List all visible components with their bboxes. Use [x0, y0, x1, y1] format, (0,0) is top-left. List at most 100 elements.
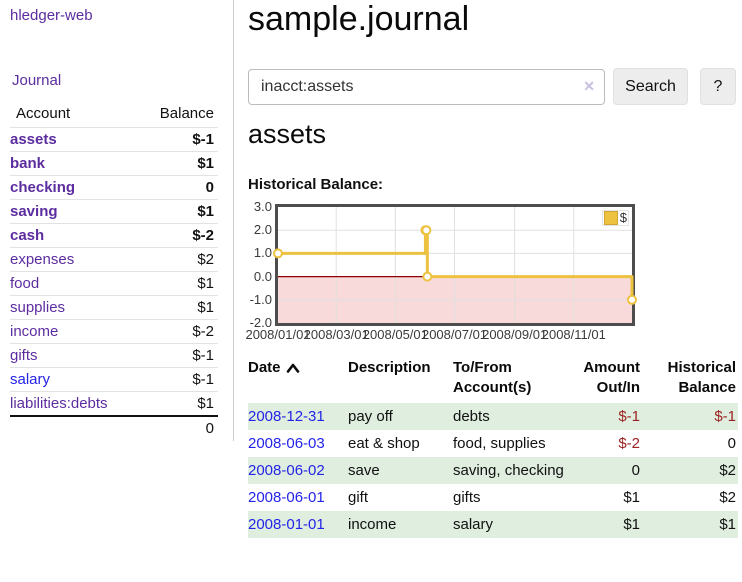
- account-row: liabilities:debts $1: [10, 391, 218, 416]
- account-row: supplies $1: [10, 295, 218, 320]
- transaction-description-cell: income: [348, 516, 397, 533]
- legend-label: $: [619, 210, 627, 225]
- account-link[interactable]: expenses: [10, 251, 75, 268]
- sidebar-item-journal[interactable]: Journal: [12, 72, 62, 89]
- y-axis-tick: -2.0: [249, 315, 272, 330]
- account-heading: assets: [248, 119, 327, 149]
- transaction-balance-cell: 0: [727, 435, 736, 452]
- chart-plot: $: [273, 204, 637, 326]
- account-row: checking 0: [10, 175, 218, 200]
- date-header-label: Date: [248, 359, 281, 376]
- accounts-table-body: assets $-1 bank $1 checking 0 saving $1 cash $-2 e…: [10, 127, 218, 416]
- account-balance: $-2: [135, 319, 218, 344]
- transactions-table-body: 2008-12-31 pay off debts $-1 $-1 2008-06-03 ea…: [248, 403, 738, 538]
- account-link[interactable]: checking: [10, 179, 76, 196]
- account-balance: $-1: [135, 127, 218, 152]
- transaction-description-cell: pay off: [348, 408, 393, 425]
- transaction-date-link[interactable]: 2008-06-02: [248, 462, 325, 479]
- account-row: saving $1: [10, 199, 218, 224]
- transaction-row: 2008-12-31 pay off debts $-1 $-1: [248, 403, 738, 430]
- column-header-amount[interactable]: Amount Out/In: [583, 359, 640, 396]
- transaction-row: 2008-06-01 gift gifts $1 $2: [248, 484, 738, 511]
- sidebar: hledger-web Journal Account Balance asse…: [0, 0, 234, 441]
- sort-ascending-icon: [286, 363, 299, 373]
- transaction-date-cell: 2008-01-01: [248, 511, 348, 538]
- chart-title: Historical Balance:: [248, 176, 384, 193]
- account-link[interactable]: bank: [10, 155, 46, 172]
- x-axis-tick: 2008/03/01: [303, 327, 369, 342]
- chart-plot-svg: [273, 207, 637, 323]
- column-header-description[interactable]: Description: [348, 359, 431, 376]
- account-row: assets $-1: [10, 127, 218, 152]
- account-link[interactable]: cash: [10, 227, 45, 244]
- account-balance: $1: [135, 151, 218, 176]
- x-axis-tick: 2008/05/01: [362, 327, 428, 342]
- brand-link[interactable]: hledger-web: [10, 7, 93, 24]
- transaction-date-link[interactable]: 2008-06-01: [248, 489, 325, 506]
- account-link[interactable]: assets: [10, 131, 57, 148]
- accounts-header-row: Account Balance: [10, 103, 218, 128]
- account-cell: checking: [10, 175, 136, 200]
- account-cell: supplies: [10, 295, 136, 320]
- transaction-accounts-cell: salary: [453, 516, 494, 533]
- search-button[interactable]: Search: [613, 68, 688, 105]
- transaction-description-cell: eat & shop: [348, 435, 420, 452]
- transaction-date-link[interactable]: 2008-01-01: [248, 516, 325, 533]
- y-axis-tick: 1.0: [253, 245, 272, 261]
- transaction-amount-cell: $-2: [618, 435, 640, 452]
- account-link[interactable]: supplies: [10, 299, 66, 316]
- column-header-balance[interactable]: Historical Balance: [667, 359, 736, 396]
- y-axis-tick: -1.0: [249, 291, 272, 307]
- transaction-accounts-cell: gifts: [453, 489, 481, 506]
- transaction-balance-cell: $2: [719, 462, 736, 479]
- clear-search-icon[interactable]: ✕: [583, 78, 595, 94]
- account-link[interactable]: gifts: [10, 347, 38, 364]
- transaction-balance-cell: $-1: [714, 408, 736, 425]
- accounts-table: Account Balance assets $-1 bank $1 checking 0…: [10, 103, 218, 440]
- account-row: food $1: [10, 271, 218, 296]
- y-axis-tick: 2.0: [253, 222, 272, 238]
- account-link[interactable]: salary: [10, 371, 51, 388]
- x-axis-tick: 2008/07/01: [421, 327, 488, 342]
- search-input[interactable]: [248, 69, 605, 105]
- account-link[interactable]: liabilities:debts: [10, 395, 108, 412]
- account-row: bank $1: [10, 151, 218, 176]
- account-balance: $1: [135, 295, 218, 320]
- transaction-date-cell: 2008-12-31: [248, 403, 348, 430]
- account-link[interactable]: saving: [10, 203, 58, 220]
- account-balance: $1: [135, 199, 218, 224]
- account-balance: 0: [135, 175, 218, 200]
- account-cell: liabilities:debts: [10, 391, 136, 416]
- account-row: income $-2: [10, 319, 218, 344]
- transaction-accounts-cell: saving, checking: [453, 462, 564, 479]
- y-axis-tick: 0.0: [253, 268, 272, 284]
- account-cell: food: [10, 271, 136, 296]
- account-cell: assets: [10, 127, 136, 152]
- transaction-date-cell: 2008-06-01: [248, 484, 348, 511]
- account-balance: $-1: [135, 343, 218, 368]
- chart-legend: $: [601, 210, 629, 226]
- transaction-date-link[interactable]: 2008-06-03: [248, 435, 325, 452]
- transactions-table: Date Description To/From Account(s) Amou…: [248, 358, 738, 538]
- help-button[interactable]: ?: [700, 68, 736, 105]
- account-link[interactable]: food: [10, 275, 40, 292]
- transaction-row: 2008-06-02 save saving, checking 0 $2: [248, 457, 738, 484]
- chart-x-labels: 2008/01/01 2008/03/01 2008/05/01 2008/07/01…: [245, 327, 688, 343]
- transaction-row: 2008-01-01 income salary $1 $1: [248, 511, 738, 538]
- account-cell: cash: [10, 223, 136, 248]
- account-link[interactable]: income: [10, 323, 59, 340]
- transaction-balance-cell: $1: [719, 516, 736, 533]
- transaction-amount-cell: $1: [623, 489, 640, 506]
- account-balance: $1: [135, 271, 218, 296]
- transaction-date-link[interactable]: 2008-12-31: [248, 408, 325, 425]
- transaction-amount-cell: $1: [623, 516, 640, 533]
- transaction-balance-cell: $2: [719, 489, 736, 506]
- accounts-total-spacer: [10, 415, 136, 440]
- transaction-amount-cell: $-1: [618, 408, 640, 425]
- accounts-total-balance: 0: [135, 415, 218, 440]
- transaction-amount-cell: 0: [631, 462, 640, 479]
- transactions-header-row: Date Description To/From Account(s) Amou…: [248, 358, 738, 403]
- legend-swatch: [603, 211, 618, 225]
- column-header-date[interactable]: Date: [248, 358, 348, 403]
- column-header-accounts[interactable]: To/From Account(s): [453, 359, 532, 396]
